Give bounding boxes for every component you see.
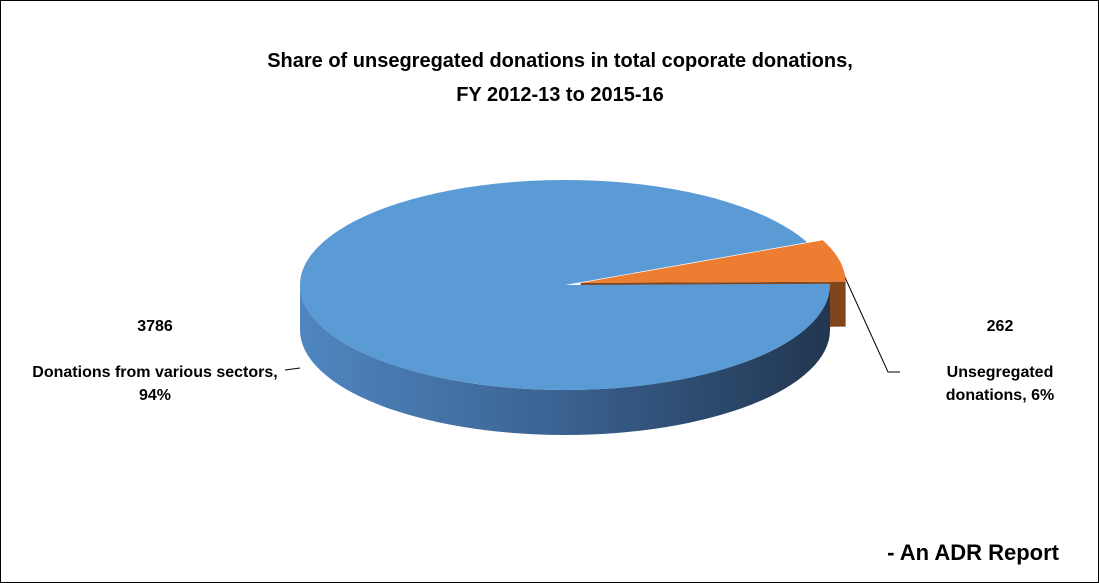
- slice-label: Unsegregated donations, 6%: [945, 364, 1055, 404]
- slice-label: Donations from various sectors, 94%: [32, 364, 278, 404]
- leader-line: [284, 367, 301, 371]
- value-label: 262: [986, 318, 1014, 335]
- source: - An ADR Report: [887, 540, 1059, 565]
- slice: [580, 240, 846, 283]
- data-label: 262 Unsegregated donations, 6%: [925, 292, 1075, 430]
- slice: [300, 180, 830, 391]
- chart-title: Share of unsegregated donations in total…: [267, 50, 853, 106]
- leader-line: [837, 261, 900, 373]
- value-label: 3786: [137, 318, 173, 335]
- slice-side: [300, 285, 830, 435]
- data-label: 3786 Donations from various sectors, 94%: [20, 292, 290, 430]
